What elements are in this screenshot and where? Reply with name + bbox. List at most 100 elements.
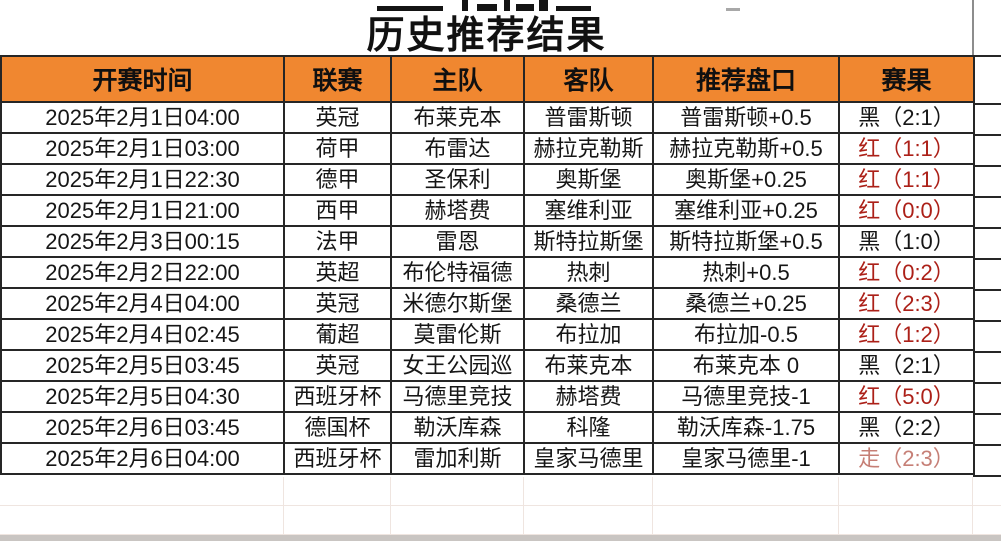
cell-home-team[interactable]: 雷恩: [390, 225, 525, 258]
header-row: 开赛时间 联赛 主队 客队 推荐盘口 赛果: [0, 55, 975, 103]
cell-start-time[interactable]: 2025年2月6日03:45: [0, 411, 285, 444]
table-row: 2025年2月2日22:00 英超 布伦特福德 热刺 热刺+0.5 红（0:2）: [0, 256, 975, 289]
cell-league[interactable]: 西甲: [283, 194, 392, 227]
cell-result[interactable]: 黑（2:2）: [838, 411, 975, 444]
cell-handicap[interactable]: 桑德兰+0.25: [652, 287, 840, 320]
cell-home-team[interactable]: 女王公园巡: [390, 349, 525, 382]
cell-away-team[interactable]: 桑德兰: [523, 287, 654, 320]
cell-result[interactable]: 红（2:3）: [838, 287, 975, 320]
cell-league[interactable]: 德甲: [283, 163, 392, 196]
cell-league[interactable]: 英冠: [283, 101, 392, 134]
cell-away-team[interactable]: 布莱克本: [523, 349, 654, 382]
clipped-text-fragment: [516, 4, 534, 11]
cell-start-time[interactable]: 2025年2月4日02:45: [0, 318, 285, 351]
cell-start-time[interactable]: 2025年2月1日04:00: [0, 101, 285, 134]
cell-home-team[interactable]: 圣保利: [390, 163, 525, 196]
cell-home-team[interactable]: 米德尔斯堡: [390, 287, 525, 320]
column-gridline: [972, 477, 973, 535]
empty-row[interactable]: [0, 506, 1001, 535]
cell-handicap[interactable]: 斯特拉斯堡+0.5: [652, 225, 840, 258]
clipped-text-fragment: [477, 4, 497, 11]
table-row: 2025年2月5日03:45 英冠 女王公园巡 布莱克本 布莱克本 0 黑（2:…: [0, 349, 975, 382]
cell-handicap[interactable]: 普雷斯顿+0.5: [652, 101, 840, 134]
cell-handicap[interactable]: 马德里竞技-1: [652, 380, 840, 413]
cell-away-team[interactable]: 赫塔费: [523, 380, 654, 413]
header-time[interactable]: 开赛时间: [0, 55, 285, 103]
cell-home-team[interactable]: 布莱克本: [390, 101, 525, 134]
header-home[interactable]: 主队: [390, 55, 525, 103]
header-handicap[interactable]: 推荐盘口: [652, 55, 840, 103]
cell-home-team[interactable]: 赫塔费: [390, 194, 525, 227]
cell-start-time[interactable]: 2025年2月1日21:00: [0, 194, 285, 227]
results-tbody: 2025年2月1日04:00 英冠 布莱克本 普雷斯顿 普雷斯顿+0.5 黑（2…: [0, 101, 975, 475]
clipped-text-fragment: [504, 0, 510, 11]
empty-row[interactable]: [0, 477, 1001, 506]
table-row: 2025年2月1日21:00 西甲 赫塔费 塞维利亚 塞维利亚+0.25 红（0…: [0, 194, 975, 227]
cell-start-time[interactable]: 2025年2月5日03:45: [0, 349, 285, 382]
cell-league[interactable]: 西班牙杯: [283, 442, 392, 475]
cell-start-time[interactable]: 2025年2月6日04:00: [0, 442, 285, 475]
cell-away-team[interactable]: 皇家马德里: [523, 442, 654, 475]
cell-handicap[interactable]: 布莱克本 0: [652, 349, 840, 382]
page-title: 历史推荐结果: [366, 15, 607, 57]
column-gridline: [390, 477, 391, 535]
clipped-text-fragment: [462, 0, 468, 11]
cell-away-team[interactable]: 斯特拉斯堡: [523, 225, 654, 258]
cell-away-team[interactable]: 赫拉克勒斯: [523, 132, 654, 165]
cell-home-team[interactable]: 勒沃库森: [390, 411, 525, 444]
cell-result[interactable]: 红（5:0）: [838, 380, 975, 413]
cell-handicap[interactable]: 塞维利亚+0.25: [652, 194, 840, 227]
cell-home-team[interactable]: 莫雷伦斯: [390, 318, 525, 351]
column-gridline: [652, 477, 653, 535]
cell-handicap[interactable]: 布拉加-0.5: [652, 318, 840, 351]
cell-league[interactable]: 英冠: [283, 287, 392, 320]
cell-league[interactable]: 英冠: [283, 349, 392, 382]
cell-away-team[interactable]: 奥斯堡: [523, 163, 654, 196]
cell-league[interactable]: 法甲: [283, 225, 392, 258]
table-row: 2025年2月6日04:00 西班牙杯 雷加利斯 皇家马德里 皇家马德里-1 走…: [0, 442, 975, 475]
cell-result[interactable]: 黑（1:0）: [838, 225, 975, 258]
header-result[interactable]: 赛果: [838, 55, 975, 103]
cell-home-team[interactable]: 布伦特福德: [390, 256, 525, 289]
cell-handicap[interactable]: 奥斯堡+0.25: [652, 163, 840, 196]
cell-home-team[interactable]: 马德里竞技: [390, 380, 525, 413]
cell-result[interactable]: 红（0:2）: [838, 256, 975, 289]
cell-start-time[interactable]: 2025年2月4日04:00: [0, 287, 285, 320]
cell-away-team[interactable]: 布拉加: [523, 318, 654, 351]
table-row: 2025年2月3日00:15 法甲 雷恩 斯特拉斯堡 斯特拉斯堡+0.5 黑（1…: [0, 225, 975, 258]
table-row: 2025年2月4日02:45 葡超 莫雷伦斯 布拉加 布拉加-0.5 红（1:2…: [0, 318, 975, 351]
cell-start-time[interactable]: 2025年2月1日03:00: [0, 132, 285, 165]
cell-result[interactable]: 红（1:2）: [838, 318, 975, 351]
cell-result[interactable]: 红（1:1）: [838, 163, 975, 196]
cell-away-team[interactable]: 科隆: [523, 411, 654, 444]
cell-start-time[interactable]: 2025年2月5日04:30: [0, 380, 285, 413]
cell-result[interactable]: 走（2:3）: [838, 442, 975, 475]
cell-result[interactable]: 红（0:0）: [838, 194, 975, 227]
cell-start-time[interactable]: 2025年2月2日22:00: [0, 256, 285, 289]
cell-handicap[interactable]: 热刺+0.5: [652, 256, 840, 289]
table-row: 2025年2月6日03:45 德国杯 勒沃库森 科隆 勒沃库森-1.75 黑（2…: [0, 411, 975, 444]
cell-handicap[interactable]: 赫拉克勒斯+0.5: [652, 132, 840, 165]
cell-away-team[interactable]: 热刺: [523, 256, 654, 289]
cell-handicap[interactable]: 勒沃库森-1.75: [652, 411, 840, 444]
cell-league[interactable]: 德国杯: [283, 411, 392, 444]
empty-spreadsheet-cells[interactable]: [0, 477, 1001, 535]
empty-column-header: [973, 55, 1001, 105]
cell-result[interactable]: 红（1:1）: [838, 132, 975, 165]
cell-league[interactable]: 荷甲: [283, 132, 392, 165]
cell-away-team[interactable]: 普雷斯顿: [523, 101, 654, 134]
cell-league[interactable]: 西班牙杯: [283, 380, 392, 413]
cell-league[interactable]: 葡超: [283, 318, 392, 351]
cell-league[interactable]: 英超: [283, 256, 392, 289]
cell-home-team[interactable]: 布雷达: [390, 132, 525, 165]
cell-away-team[interactable]: 塞维利亚: [523, 194, 654, 227]
cell-home-team[interactable]: 雷加利斯: [390, 442, 525, 475]
cell-result[interactable]: 黑（2:1）: [838, 101, 975, 134]
cell-start-time[interactable]: 2025年2月3日00:15: [0, 225, 285, 258]
cell-handicap[interactable]: 皇家马德里-1: [652, 442, 840, 475]
cell-start-time[interactable]: 2025年2月1日22:30: [0, 163, 285, 196]
column-gridline: [838, 477, 839, 535]
cell-result[interactable]: 黑（2:1）: [838, 349, 975, 382]
header-league[interactable]: 联赛: [283, 55, 392, 103]
header-away[interactable]: 客队: [523, 55, 654, 103]
